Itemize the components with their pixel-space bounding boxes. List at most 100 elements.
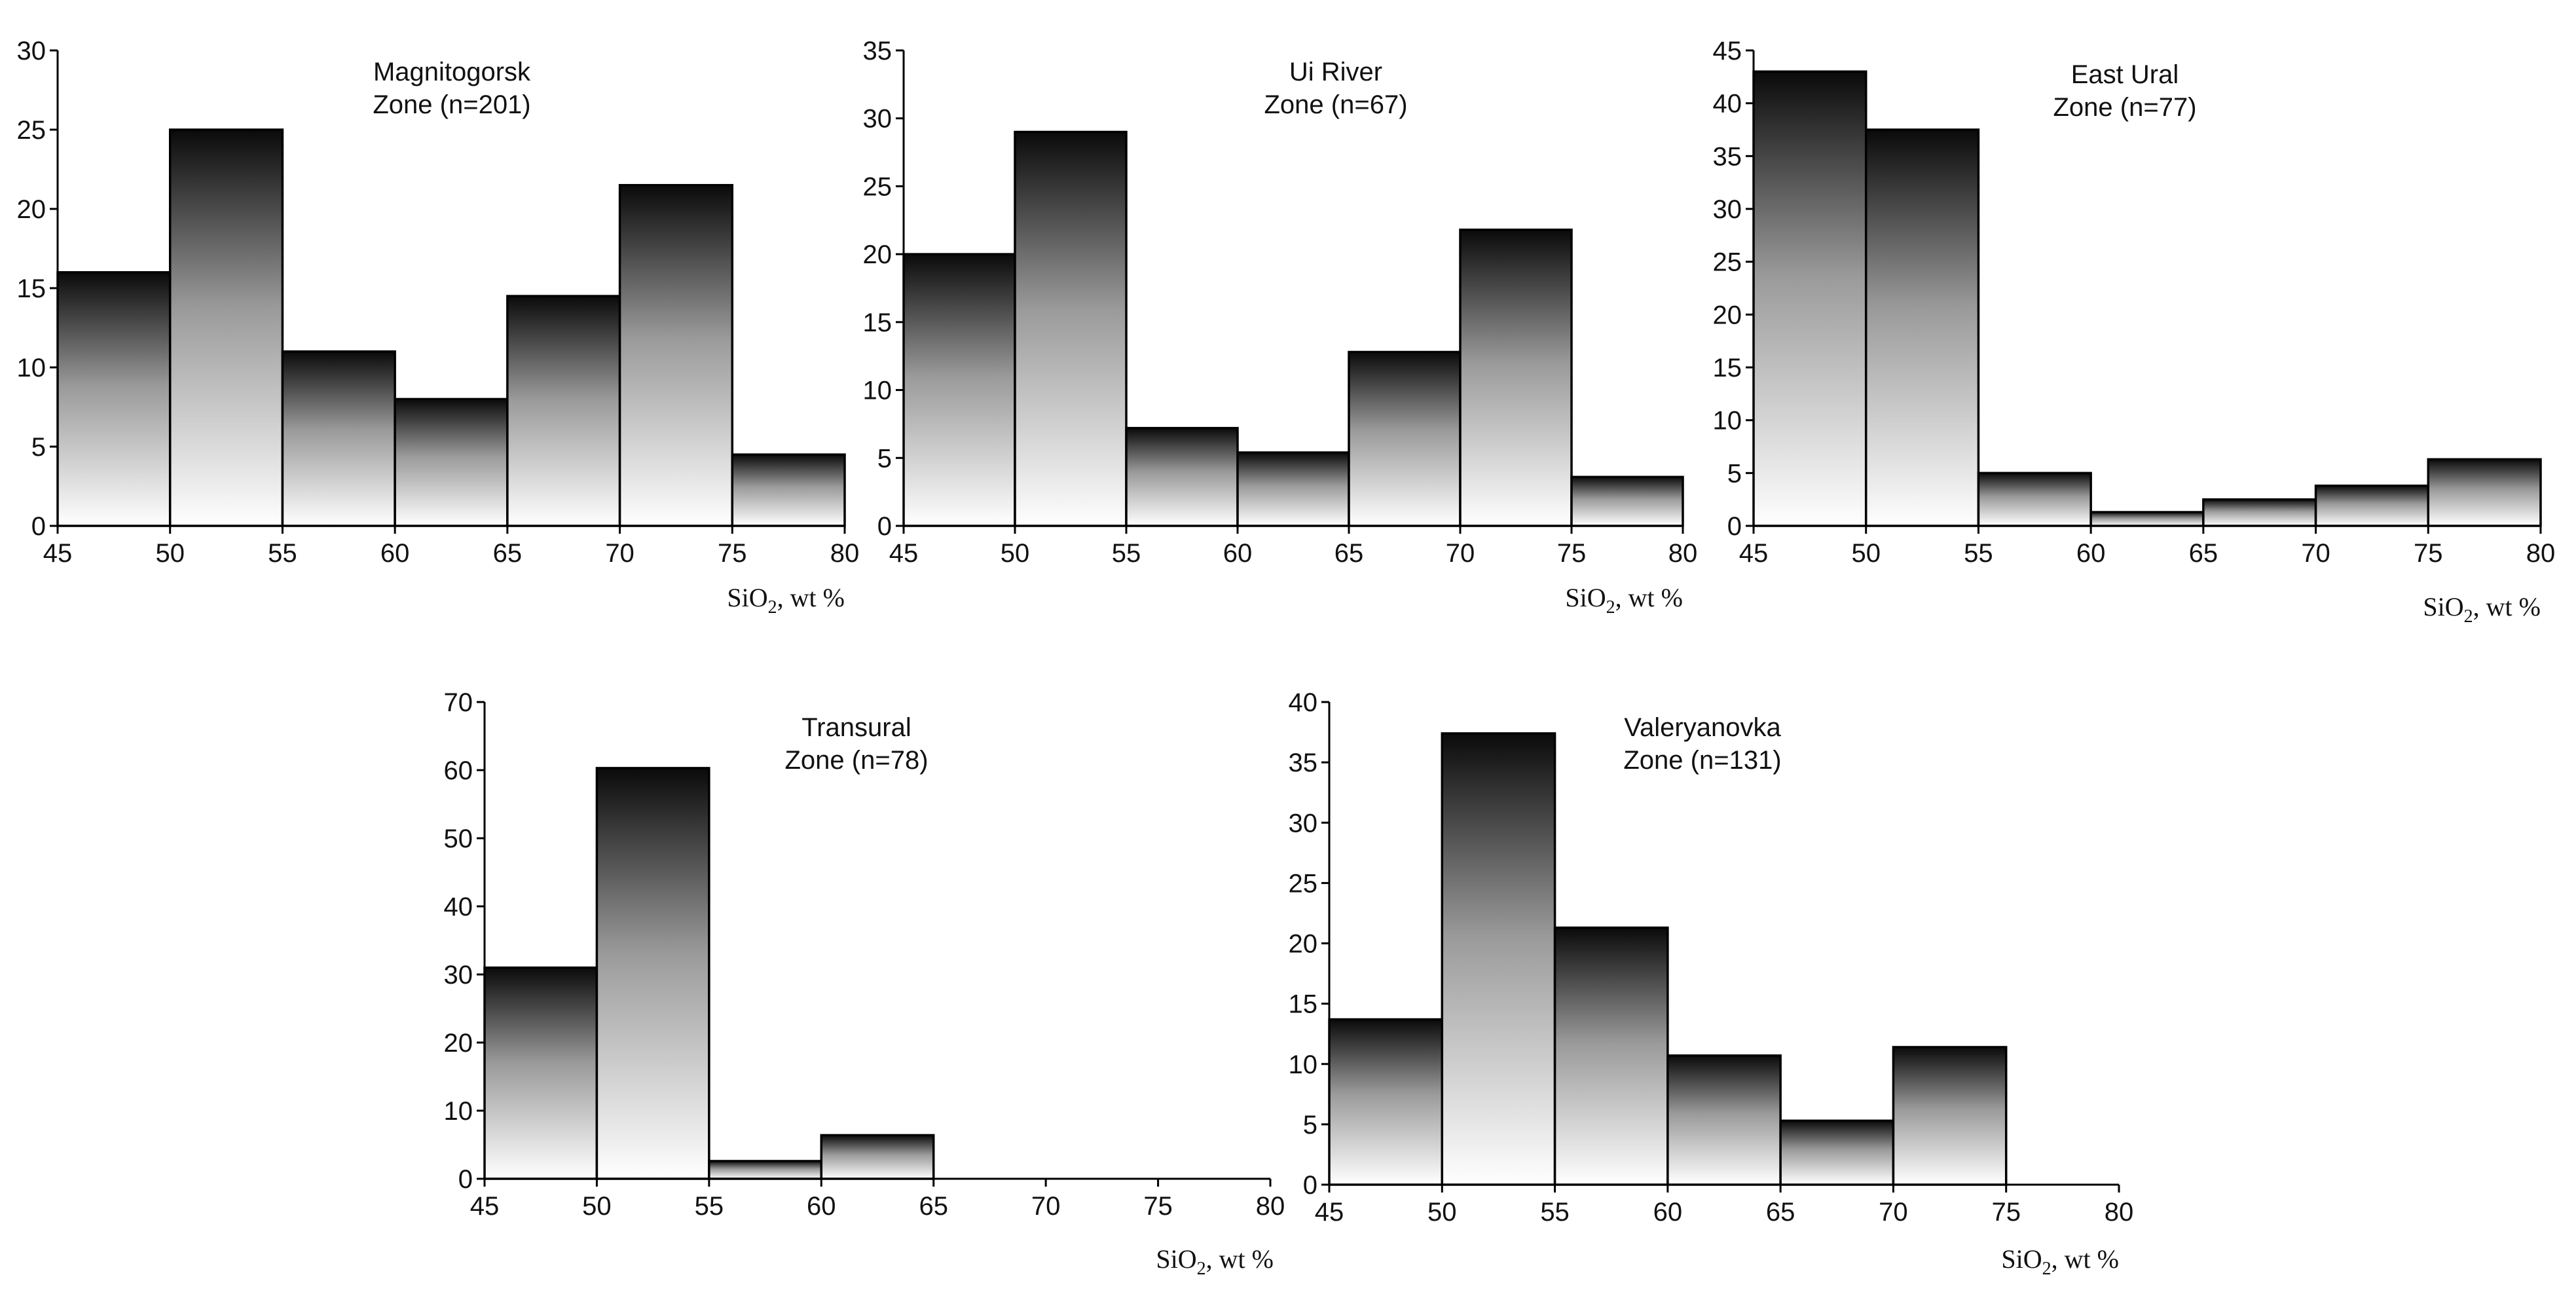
x-tick-label: 80: [1256, 1192, 1285, 1221]
y-tick-label: 10: [1713, 407, 1742, 435]
x-axis-label: SiO2, wt %: [2423, 592, 2541, 627]
x-tick-label: 55: [1540, 1198, 1570, 1227]
x-axis-label-subscript: 2: [2042, 1259, 2052, 1279]
x-tick-label: 45: [1739, 539, 1769, 568]
x-tick-label: 80: [2526, 539, 2556, 568]
x-tick-label: 60: [380, 539, 410, 568]
bar: [1779, 1119, 1895, 1186]
x-tick-label: 70: [2301, 539, 2330, 568]
chart-title: Ui River: [1289, 58, 1382, 86]
chart-subtitle: Zone (n=78): [784, 746, 928, 775]
y-tick-label: 25: [863, 172, 892, 201]
histogram-panel-1: 0 5 10 15 20 25 30 45 50 55 60 65 70 75 80 Magnitogorsk…: [17, 37, 860, 618]
y-tick-label: 25: [1289, 869, 1318, 898]
y-tick-label: 15: [1289, 990, 1318, 1019]
y-tick-label: 0: [31, 512, 46, 541]
y-tick-label: 20: [1713, 301, 1742, 329]
bar: [618, 183, 734, 527]
chart-title: Transural: [801, 713, 911, 742]
x-axis-label-units: , wt %: [777, 583, 845, 612]
chart-subtitle: Zone (n=77): [2053, 93, 2196, 122]
x-tick-label: 65: [1766, 1198, 1795, 1227]
x-tick-label: 60: [2076, 539, 2106, 568]
y-tick-label: 20: [17, 195, 46, 224]
x-tick-label: 50: [1001, 539, 1030, 568]
bar: [731, 453, 846, 527]
x-tick-label: 65: [919, 1192, 948, 1221]
y-tick-label: 5: [1727, 459, 1742, 488]
y-tick-label: 0: [1303, 1171, 1317, 1200]
x-tick-label: 70: [1879, 1198, 1908, 1227]
bar: [1236, 451, 1350, 527]
bar: [902, 253, 1016, 527]
y-tick-label: 15: [863, 308, 892, 337]
bar: [506, 295, 621, 527]
y-tick-label: 0: [458, 1165, 473, 1194]
x-axis-label-main: SiO: [727, 583, 767, 612]
y-tick-label: 30: [863, 105, 892, 134]
x-axis-label: SiO2, wt %: [2001, 1244, 2119, 1279]
y-tick-label: 30: [17, 37, 46, 65]
y-tick-label: 20: [1289, 930, 1318, 959]
x-tick-label: 65: [2189, 539, 2218, 568]
bar: [1441, 732, 1556, 1186]
y-tick-label: 10: [1289, 1050, 1318, 1079]
bar: [1125, 426, 1239, 527]
x-tick-label: 75: [2414, 539, 2443, 568]
bar: [2427, 458, 2542, 527]
chart-subtitle: Zone (n=131): [1623, 746, 1781, 775]
y-tick-label: 10: [863, 377, 892, 405]
x-tick-label: 60: [1653, 1198, 1683, 1227]
bar: [281, 350, 396, 527]
y-tick-label: 20: [444, 1029, 473, 1058]
y-tick-label: 25: [17, 116, 46, 145]
bar: [56, 271, 172, 527]
x-tick-label: 45: [889, 539, 919, 568]
bar: [2314, 484, 2430, 527]
x-axis-label-main: SiO: [2001, 1244, 2042, 1274]
bar: [1864, 128, 1980, 527]
y-tick-label: 0: [1727, 512, 1742, 541]
y-tick-label: 0: [877, 512, 892, 541]
x-axis-label-main: SiO: [1156, 1244, 1196, 1274]
bar: [1459, 229, 1573, 527]
y-tick-label: 30: [1713, 195, 1742, 224]
bar: [2089, 511, 2205, 527]
x-axis-label: SiO2, wt %: [1565, 583, 1683, 618]
bar: [394, 398, 509, 527]
x-axis-label-subscript: 2: [2464, 606, 2473, 627]
x-tick-label: 50: [155, 539, 185, 568]
bar: [2202, 498, 2317, 527]
x-axis-label-subscript: 2: [1197, 1259, 1206, 1279]
y-tick-label: 40: [1713, 90, 1742, 119]
x-tick-label: 60: [807, 1192, 836, 1221]
y-tick-label: 30: [1289, 809, 1318, 838]
bar: [595, 767, 710, 1180]
x-axis-label-units: , wt %: [1615, 583, 1683, 612]
x-tick-label: 80: [1668, 539, 1698, 568]
y-tick-label: 25: [1713, 248, 1742, 277]
x-tick-label: 65: [493, 539, 523, 568]
bar: [1014, 130, 1128, 527]
x-tick-label: 55: [695, 1192, 724, 1221]
histogram-panel-4: 0 10 20 30 40 50 60 70 45 50 55 60 65 70 75 80 Transural…: [444, 688, 1285, 1279]
bar: [1553, 926, 1669, 1186]
bar: [1666, 1054, 1782, 1186]
y-tick-label: 5: [1303, 1111, 1317, 1139]
x-tick-label: 70: [1031, 1192, 1061, 1221]
x-tick-label: 75: [1557, 539, 1587, 568]
bar: [1752, 70, 1868, 527]
y-tick-label: 30: [444, 961, 473, 990]
bar: [483, 966, 598, 1180]
chart-title: Valeryanovka: [1624, 713, 1781, 742]
x-axis-label-units: , wt %: [2052, 1244, 2119, 1274]
x-tick-label: 60: [1223, 539, 1253, 568]
y-tick-label: 15: [17, 274, 46, 303]
histogram-panel-5: 0 5 10 15 20 25 30 35 40 45 50 55 60 65 70 75 80 Valeryan…: [1289, 688, 2134, 1279]
histogram-panel-2: 0 5 10 15 20 25 30 35 45 50 55 60 65 70 75 80 Ui River Zo…: [863, 37, 1698, 618]
y-tick-label: 35: [1289, 749, 1318, 777]
y-tick-label: 40: [444, 893, 473, 921]
x-axis-label-units: , wt %: [2473, 592, 2541, 621]
bar: [708, 1160, 823, 1180]
bar: [1977, 472, 2092, 527]
